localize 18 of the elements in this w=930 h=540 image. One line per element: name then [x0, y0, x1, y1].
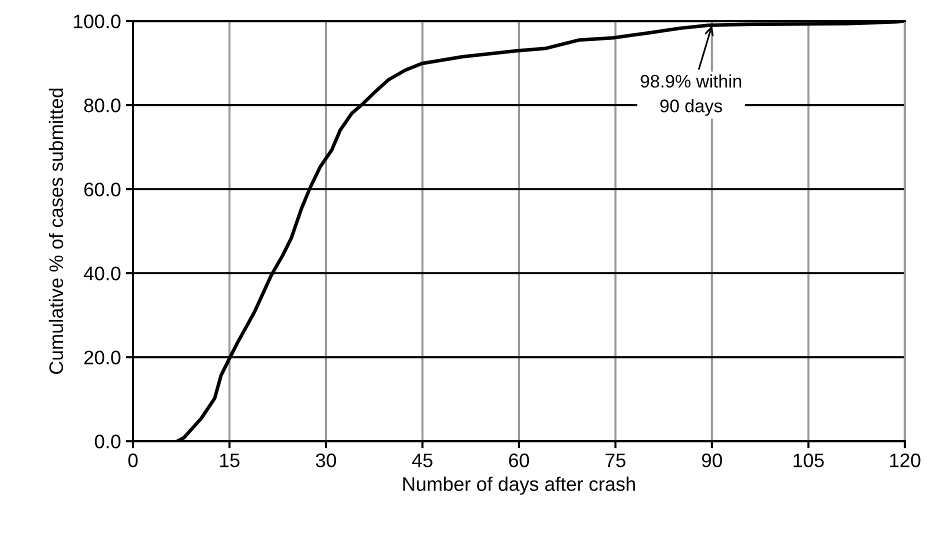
y-tick-label: 60.0	[84, 182, 120, 196]
y-tick-label: 80.0	[84, 98, 120, 112]
y-tick-label: 0.0	[94, 434, 120, 448]
x-tick-label: 120	[890, 454, 920, 468]
x-tick-label: 90	[702, 454, 722, 468]
y-tick-label: 100.0	[74, 14, 120, 28]
x-tick-label: 0	[128, 454, 138, 468]
x-tick-label: 30	[316, 454, 336, 468]
y-tick-label: 40.0	[84, 266, 120, 280]
x-axis-title: Number of days after crash	[403, 476, 635, 495]
x-tick-label: 45	[412, 454, 432, 468]
x-tick-label: 15	[220, 454, 240, 468]
x-tick-label: 75	[606, 454, 626, 468]
y-tick-label: 20.0	[84, 350, 120, 364]
y-axis-title: Cumulative % of cases submitted	[48, 88, 64, 374]
x-tick-label: 60	[509, 454, 529, 468]
annotation: 98.9% within 90 days	[640, 74, 742, 116]
x-tick-label: 105	[794, 454, 824, 468]
